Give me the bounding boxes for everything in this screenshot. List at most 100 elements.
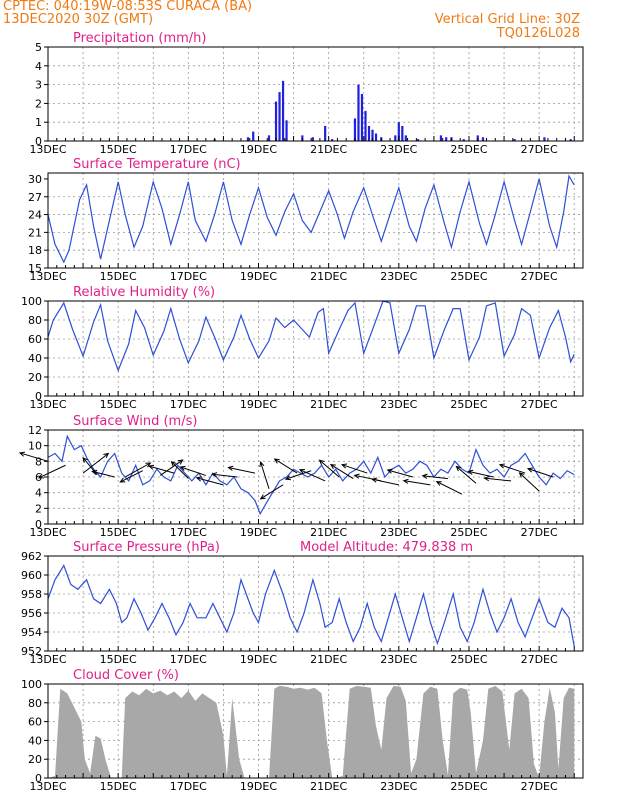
y-tick-label: 21 xyxy=(28,226,42,239)
panel-title: Surface Wind (m/s) xyxy=(73,414,197,429)
wind-arrow-head xyxy=(170,460,177,467)
wind-arrow-shaft xyxy=(180,466,207,476)
wind-arrow-shaft xyxy=(468,470,494,478)
precip-bar xyxy=(357,84,360,141)
wind-arrow-head xyxy=(329,463,336,470)
x-tick-label: 15DEC xyxy=(100,780,137,793)
wind-arrow xyxy=(421,473,448,480)
header-date: 13DEC2020 30Z (GMT) xyxy=(3,12,154,27)
wind-arrow-head xyxy=(91,469,98,475)
y-tick-label: 4 xyxy=(35,487,42,500)
plot-frame xyxy=(47,172,584,269)
wind-arrow xyxy=(518,472,540,492)
precip-bar xyxy=(278,92,281,141)
wind-arrow xyxy=(483,475,512,482)
x-tick-label: 25DEC xyxy=(450,270,487,283)
wind-arrow-shaft xyxy=(171,461,189,479)
wind-arrow-shaft xyxy=(124,462,151,478)
wind-arrow-shaft xyxy=(456,466,477,484)
wind-arrow-shaft xyxy=(82,453,109,474)
wind-arrow-head xyxy=(147,464,155,470)
y-tick-label: 954 xyxy=(21,626,42,639)
x-tick-label: 21DEC xyxy=(310,780,347,793)
y-tick-label: 20 xyxy=(28,371,42,384)
wind-arrow-head xyxy=(259,461,265,468)
wind-arrow-head xyxy=(526,467,534,473)
wind-arrow xyxy=(273,458,298,474)
x-tick-label: 19DEC xyxy=(240,143,277,156)
plot-frame xyxy=(47,300,584,397)
precip-bar xyxy=(331,139,334,141)
wind-arrow-head xyxy=(518,472,525,478)
wind-arrow xyxy=(498,463,526,474)
y-tick-label: 0 xyxy=(35,772,42,785)
wind-arrow xyxy=(318,459,340,478)
x-tick-label: 23DEC xyxy=(380,270,417,283)
wind-arrow-shaft xyxy=(19,452,49,462)
precip-bar xyxy=(397,122,400,141)
plot-frame xyxy=(47,46,584,142)
panel-title: Surface Temperature (nC) xyxy=(73,157,241,172)
wind-arrow xyxy=(159,459,184,476)
precip-bar xyxy=(274,101,278,141)
wind-arrow-head xyxy=(179,465,186,471)
wind-arrow-shaft xyxy=(260,461,270,489)
y-tick-label: 40 xyxy=(28,352,42,365)
y-tick-label: 20 xyxy=(28,753,42,766)
wind-arrow-shaft xyxy=(274,458,298,474)
x-tick-label: 23DEC xyxy=(380,780,417,793)
y-tick-label: 0 xyxy=(35,518,42,531)
wind-arrow xyxy=(340,463,368,474)
wind-arrow-head xyxy=(82,456,88,463)
wind-arrow-shaft xyxy=(519,472,540,492)
x-tick-label: 13DEC xyxy=(29,398,66,411)
x-tick-label: 17DEC xyxy=(170,526,207,539)
precip-bar xyxy=(267,135,271,141)
y-tick-label: 2 xyxy=(35,502,42,515)
x-tick-label: 19DEC xyxy=(240,526,277,539)
wind-arrow xyxy=(211,472,238,478)
series-line xyxy=(47,300,575,373)
wind-arrow xyxy=(386,468,413,478)
chart-panel: 15 18 21 24 27 30 13DEC 15DEC 17DEC 19DEC 21DEC 23D… xyxy=(28,157,584,283)
x-tick-label: 15DEC xyxy=(100,270,137,283)
wind-arrow-head xyxy=(455,465,462,472)
wind-arrow-shaft xyxy=(436,481,463,495)
x-tick-label: 21DEC xyxy=(310,270,347,283)
y-tick-label: 60 xyxy=(28,716,42,729)
y-tick-label: 10 xyxy=(28,440,42,453)
precip-bar xyxy=(311,137,314,141)
x-tick-label: 13DEC xyxy=(29,143,66,156)
panel-annotation: Model Altitude: 479.838 m xyxy=(300,540,473,555)
x-tick-label: 25DEC xyxy=(450,398,487,411)
y-tick-label: 962 xyxy=(21,550,42,563)
wind-arrow-head xyxy=(467,469,474,475)
wind-arrow xyxy=(179,465,207,476)
series-line xyxy=(47,174,575,264)
wind-arrow-shaft xyxy=(260,484,284,500)
y-tick-label: 0 xyxy=(35,135,42,148)
plot-frame xyxy=(47,683,584,779)
wind-arrow-head xyxy=(18,451,26,457)
x-tick-label: 15DEC xyxy=(100,398,137,411)
panel-title: Precipitation (mm/h) xyxy=(73,31,206,46)
wind-arrow xyxy=(467,469,494,478)
wind-arrow-shaft xyxy=(148,465,175,474)
series-line xyxy=(47,434,575,516)
wind-arrow-head xyxy=(298,469,305,474)
x-tick-label: 25DEC xyxy=(450,143,487,156)
y-tick-label: 40 xyxy=(28,734,42,747)
wind-arrow-head xyxy=(103,452,110,459)
wind-arrow-head xyxy=(353,473,360,479)
y-tick-label: 100 xyxy=(21,295,42,308)
wind-arrow-shaft xyxy=(92,470,115,478)
precip-bar xyxy=(543,137,546,141)
wind-arrow xyxy=(402,478,431,486)
y-tick-label: 100 xyxy=(21,678,42,691)
wind-arrow-head xyxy=(119,477,126,483)
wind-arrow-shaft xyxy=(159,459,183,476)
x-tick-label: 13DEC xyxy=(29,526,66,539)
y-tick-label: 12 xyxy=(28,424,42,437)
wind-arrow xyxy=(227,465,256,474)
precip-bar xyxy=(324,125,327,141)
